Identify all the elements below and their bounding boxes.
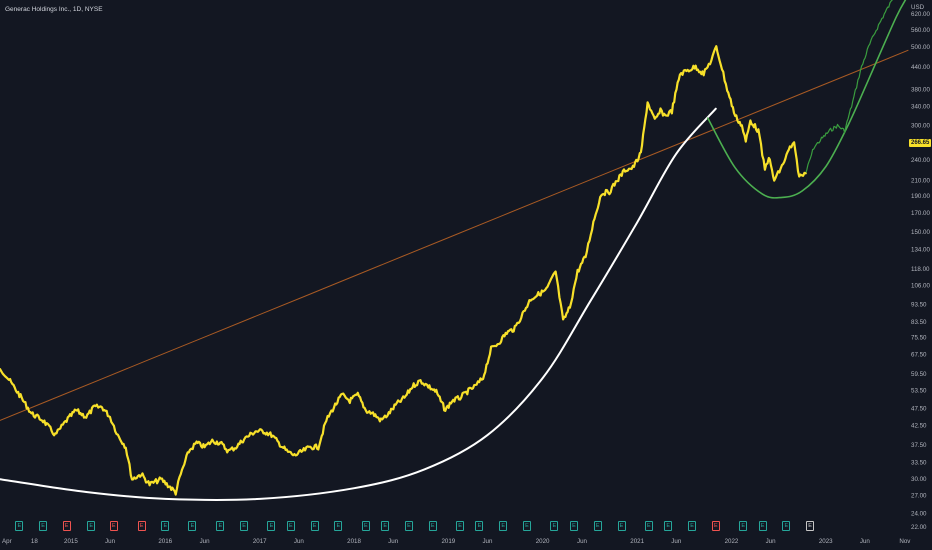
price-tick-label: 340.00	[911, 103, 930, 110]
time-tick-label: Jun	[388, 538, 399, 545]
price-tick-label: 30.00	[911, 476, 927, 483]
price-tick-label: 440.00	[911, 64, 930, 71]
earnings-badge[interactable]: E	[87, 521, 96, 531]
price-tick-label: 67.50	[911, 352, 927, 359]
time-tick-label: 2020	[536, 538, 550, 545]
time-tick-label: Jun	[200, 538, 211, 545]
price-tick-label: 47.50	[911, 406, 927, 413]
time-tick-label: 2019	[441, 538, 455, 545]
earnings-badge[interactable]: E	[806, 521, 815, 531]
price-tick-label: 620.00	[911, 11, 930, 18]
series-white-arc	[0, 107, 717, 501]
time-tick-label: Jun	[860, 538, 871, 545]
earnings-badge[interactable]: E	[522, 521, 531, 531]
earnings-badge[interactable]: E	[381, 521, 390, 531]
earnings-badge[interactable]: E	[456, 521, 465, 531]
earnings-badge[interactable]: E	[334, 521, 343, 531]
price-tick-label: 500.00	[911, 44, 930, 51]
earnings-badge[interactable]: E	[109, 521, 118, 531]
time-tick-label: 2022	[725, 538, 739, 545]
time-tick-label: 2021	[630, 538, 644, 545]
price-axis-unit: USD	[911, 4, 925, 11]
price-tick-label: 190.00	[911, 193, 930, 200]
price-tick-label: 33.50	[911, 459, 927, 466]
price-tick-label: 380.00	[911, 86, 930, 93]
time-tick-label: 2018	[347, 538, 361, 545]
price-tick-label: 240.00	[911, 157, 930, 164]
price-tick-label: 93.50	[911, 302, 927, 309]
current-price-label: 266.65	[909, 138, 932, 147]
earnings-badge[interactable]: E	[711, 521, 720, 531]
earnings-badge[interactable]: E	[39, 521, 48, 531]
earnings-badge[interactable]: E	[267, 521, 276, 531]
time-tick-label: Jun	[671, 538, 682, 545]
earnings-badge[interactable]: E	[593, 521, 602, 531]
earnings-badge[interactable]: E	[664, 521, 673, 531]
earnings-badge[interactable]: E	[216, 521, 225, 531]
price-tick-label: 24.00	[911, 510, 927, 517]
time-tick-label: 2023	[819, 538, 833, 545]
earnings-badge[interactable]: E	[499, 521, 508, 531]
time-tick-label: Apr	[2, 538, 12, 545]
price-tick-label: 134.00	[911, 246, 930, 253]
time-tick-label: Jun	[766, 538, 777, 545]
time-tick-label: Nov	[899, 538, 911, 545]
price-tick-label: 106.00	[911, 282, 930, 289]
price-tick-label: 27.00	[911, 492, 927, 499]
price-tick-label: 75.50	[911, 335, 927, 342]
price-tick-label: 118.00	[911, 266, 930, 273]
earnings-badge[interactable]: E	[475, 521, 484, 531]
series-trendline	[0, 49, 909, 421]
series-price	[0, 45, 807, 496]
time-axis: Apr 18 2015 Jun 2016 Jun 2017 Jun 2018 Jun 2019 Jun…	[2, 538, 911, 545]
time-tick-label: 2015	[64, 538, 78, 545]
series-green-arc	[707, 0, 907, 199]
earnings-badge[interactable]: E	[15, 521, 24, 531]
time-tick-label: Jun	[105, 538, 116, 545]
price-tick-label: 170.00	[911, 210, 930, 217]
earnings-badge[interactable]: E	[739, 521, 748, 531]
chart-header-title: Generac Holdings Inc., 1D, NYSE	[5, 6, 103, 13]
time-tick-label: Jun	[577, 538, 588, 545]
earnings-badge[interactable]: E	[644, 521, 653, 531]
price-tick-label: 150.00	[911, 229, 930, 236]
time-tick-label: 2017	[253, 538, 267, 545]
price-axis: USD 22.00 24.00 27.00 30.00 33.50 37.50 42.50 47…	[911, 4, 930, 531]
earnings-badge[interactable]: E	[782, 521, 791, 531]
earnings-badge[interactable]: E	[688, 521, 697, 531]
time-tick-label: Jun	[294, 538, 305, 545]
price-tick-label: 37.50	[911, 442, 927, 449]
earnings-badge[interactable]: E	[161, 521, 170, 531]
earnings-badge[interactable]: E	[361, 521, 370, 531]
series-projection	[805, 0, 893, 174]
price-tick-label: 210.00	[911, 177, 930, 184]
earnings-badge[interactable]: E	[137, 521, 146, 531]
price-tick-label: 53.50	[911, 387, 927, 394]
time-tick-label: Jun	[482, 538, 493, 545]
earnings-badge[interactable]: E	[188, 521, 197, 531]
earnings-badge[interactable]: E	[550, 521, 559, 531]
earnings-badge[interactable]: E	[617, 521, 626, 531]
earnings-badge[interactable]: E	[758, 521, 767, 531]
time-tick-label: 18	[31, 538, 38, 545]
price-tick-label: 59.50	[911, 371, 927, 378]
earnings-badge[interactable]: E	[428, 521, 437, 531]
earnings-badge[interactable]: E	[62, 521, 71, 531]
earnings-badge[interactable]: E	[310, 521, 319, 531]
earnings-badge[interactable]: E	[404, 521, 413, 531]
earnings-badge[interactable]: E	[286, 521, 295, 531]
price-tick-label: 42.50	[911, 423, 927, 430]
series-layer	[0, 0, 909, 501]
price-tick-label: 22.00	[911, 524, 927, 531]
time-tick-label: 2016	[158, 538, 172, 545]
earnings-badge[interactable]: E	[240, 521, 249, 531]
price-tick-label: 300.00	[911, 123, 930, 130]
price-tick-label: 560.00	[911, 27, 930, 34]
earnings-badge[interactable]: E	[569, 521, 578, 531]
price-tick-label: 83.50	[911, 319, 927, 326]
